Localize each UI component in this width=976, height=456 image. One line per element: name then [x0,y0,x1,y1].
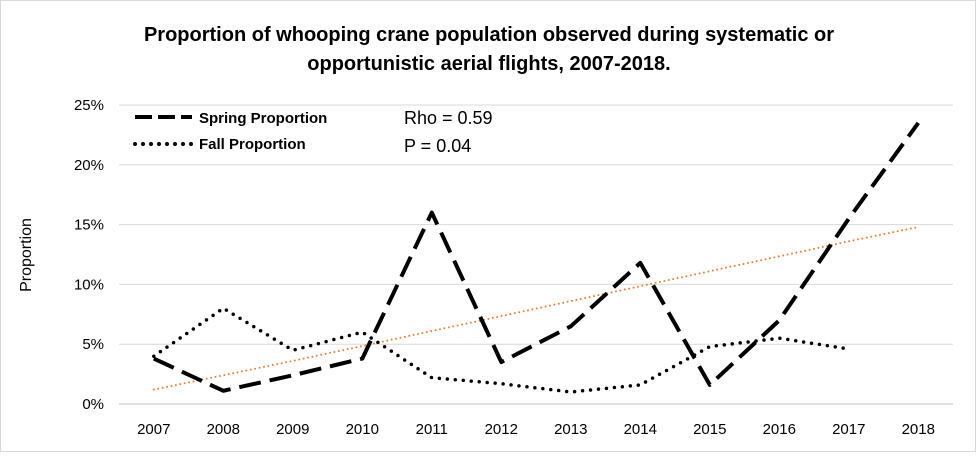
x-tick-label: 2007 [137,421,170,438]
x-tick-label: 2009 [276,421,309,438]
rho-annotation: Rho = 0.59 [404,108,493,128]
x-tick-label: 2010 [346,421,379,438]
gridlines [119,104,953,405]
y-tick-label: 10% [74,276,104,293]
legend: Spring Proportion Fall Proportion [133,110,327,153]
x-tick-label: 2018 [902,421,935,438]
legend-fall-label: Fall Proportion [199,136,306,153]
chart-title-line-1: Proportion of whooping crane population … [144,24,834,46]
y-tick-label: 25% [74,97,104,114]
p-value-annotation: P = 0.04 [404,136,471,156]
x-tick-label: 2014 [624,421,657,438]
y-axis-ticks: 0% 5% 10% 15% 20% 25% [74,97,104,413]
y-tick-label: 15% [74,217,104,234]
x-tick-label: 2011 [416,421,448,438]
series-line-spring-proportion [152,121,920,393]
series-lines [152,121,920,394]
x-axis-ticks: 2007 2008 2009 2010 2011 2012 2013 2014 2015 2016… [137,421,935,438]
x-tick-label: 2016 [763,421,796,438]
y-tick-label: 0% [82,396,104,413]
y-axis-label: Proportion [18,218,35,292]
x-tick-label: 2012 [485,421,518,438]
x-tick-label: 2013 [554,421,587,438]
legend-spring-label: Spring Proportion [199,110,327,127]
series-line-fall-proportion [152,306,851,394]
y-tick-label: 20% [74,157,104,174]
x-tick-label: 2015 [693,421,726,438]
chart-title-line-2: opportunistic aerial flights, 2007-2018. [307,53,670,75]
y-tick-label: 5% [82,336,104,353]
series-line-trend [152,226,920,391]
x-tick-label: 2017 [832,421,865,438]
x-tick-label: 2008 [207,421,240,438]
